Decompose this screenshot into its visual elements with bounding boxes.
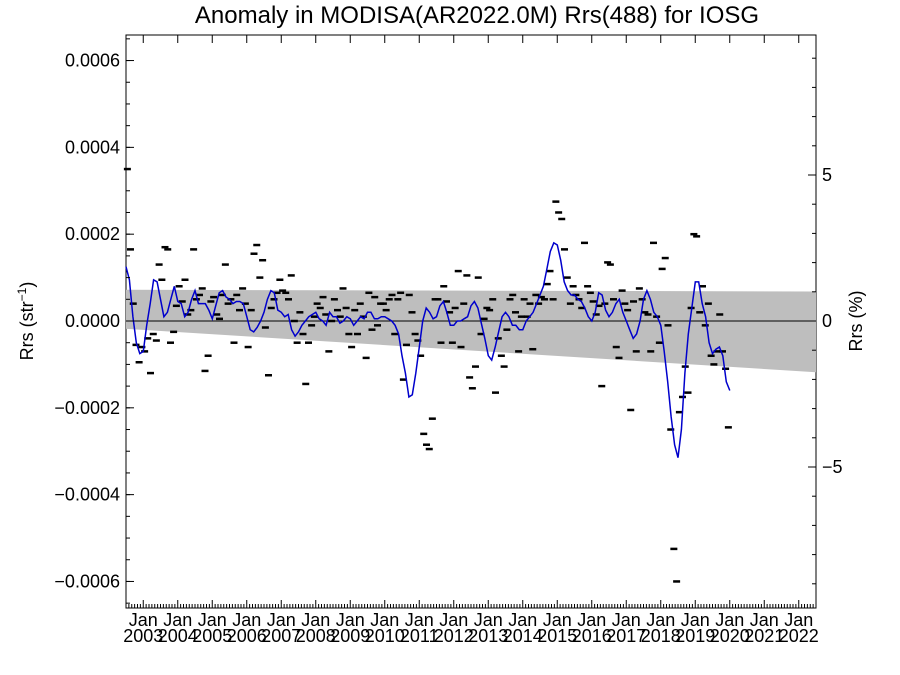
y-tick-label-left: −0.0002 [54, 398, 120, 418]
band-area [126, 289, 816, 373]
y-tick-label-left: −0.0006 [54, 571, 120, 591]
x-axis: Jan2003Jan2004Jan2005Jan2006Jan2007Jan20… [123, 35, 819, 646]
uncertainty-band [126, 289, 816, 373]
x-tick-label-month: Jan [543, 610, 572, 630]
y-axis-label-right: Rrs (%) [846, 291, 866, 352]
x-tick-label-year: 2006 [227, 626, 267, 646]
x-tick-label-year: 2010 [365, 626, 405, 646]
x-tick-label-month: Jan [474, 610, 503, 630]
chart-title: Anomaly in MODISA(AR2022.0M) Rrs(488) fo… [195, 2, 759, 29]
x-tick-label-year: 2017 [606, 626, 646, 646]
x-tick-label-month: Jan [370, 610, 399, 630]
x-tick-label-year: 2005 [192, 626, 232, 646]
x-tick-label-year: 2008 [296, 626, 336, 646]
x-tick-label-month: Jan [336, 610, 365, 630]
x-tick-label-year: 2007 [261, 626, 301, 646]
y-tick-label-right: −5 [822, 457, 843, 477]
y-tick-label-right: 0 [822, 311, 832, 331]
y-tick-label-left: 0.0004 [65, 137, 120, 157]
x-tick-label-month: Jan [439, 610, 468, 630]
x-tick-label-month: Jan [646, 610, 675, 630]
x-tick-label-month: Jan [163, 610, 192, 630]
y-tick-label-right: 5 [822, 165, 832, 185]
x-tick-label-year: 2022 [779, 626, 819, 646]
x-tick-label-month: Jan [715, 610, 744, 630]
y-tick-label-left: 0.0002 [65, 224, 120, 244]
monthly-anomaly-series [123, 167, 732, 583]
x-tick-label-month: Jan [129, 610, 158, 630]
x-tick-label-month: Jan [508, 610, 537, 630]
y-axis-right: 5 0 −5 [808, 57, 843, 585]
x-tick-label-year: 2011 [400, 626, 439, 646]
y-tick-label-left: 0.0006 [65, 51, 120, 71]
x-tick-label-month: Jan [681, 610, 710, 630]
y-axis-left: 0.0006 0.0004 0.0002 0.0000 −0.0002 −0.0004 −0… [54, 38, 134, 604]
x-tick-label-month: Jan [267, 610, 296, 630]
x-tick-label-year: 2019 [675, 626, 715, 646]
x-tick-label-month: Jan [612, 610, 641, 630]
x-tick-label-year: 2020 [710, 626, 750, 646]
x-tick-label-year: 2003 [123, 626, 163, 646]
y-tick-label-left: −0.0004 [54, 485, 120, 505]
y-tick-label-left: 0.0000 [65, 311, 120, 331]
x-tick-label-month: Jan [405, 610, 434, 630]
x-tick-label-year: 2009 [330, 626, 370, 646]
x-tick-label-month: Jan [750, 610, 779, 630]
x-tick-label-year: 2021 [744, 626, 784, 646]
x-tick-label-year: 2014 [503, 626, 543, 646]
x-tick-label-year: 2016 [572, 626, 612, 646]
x-tick-label-month: Jan [232, 610, 261, 630]
x-tick-label-year: 2015 [537, 626, 577, 646]
y-axis-label-left: Rrs (str−1) [15, 282, 37, 361]
x-tick-label-year: 2013 [468, 626, 508, 646]
x-tick-label-month: Jan [784, 610, 813, 630]
x-tick-label-month: Jan [198, 610, 227, 630]
x-tick-label-year: 2018 [641, 626, 681, 646]
x-tick-label-month: Jan [301, 610, 330, 630]
x-tick-label-year: 2012 [434, 626, 474, 646]
smoothed-anomaly-line [125, 241, 731, 458]
x-tick-label-year: 2004 [158, 626, 198, 646]
x-tick-label-month: Jan [577, 610, 606, 630]
